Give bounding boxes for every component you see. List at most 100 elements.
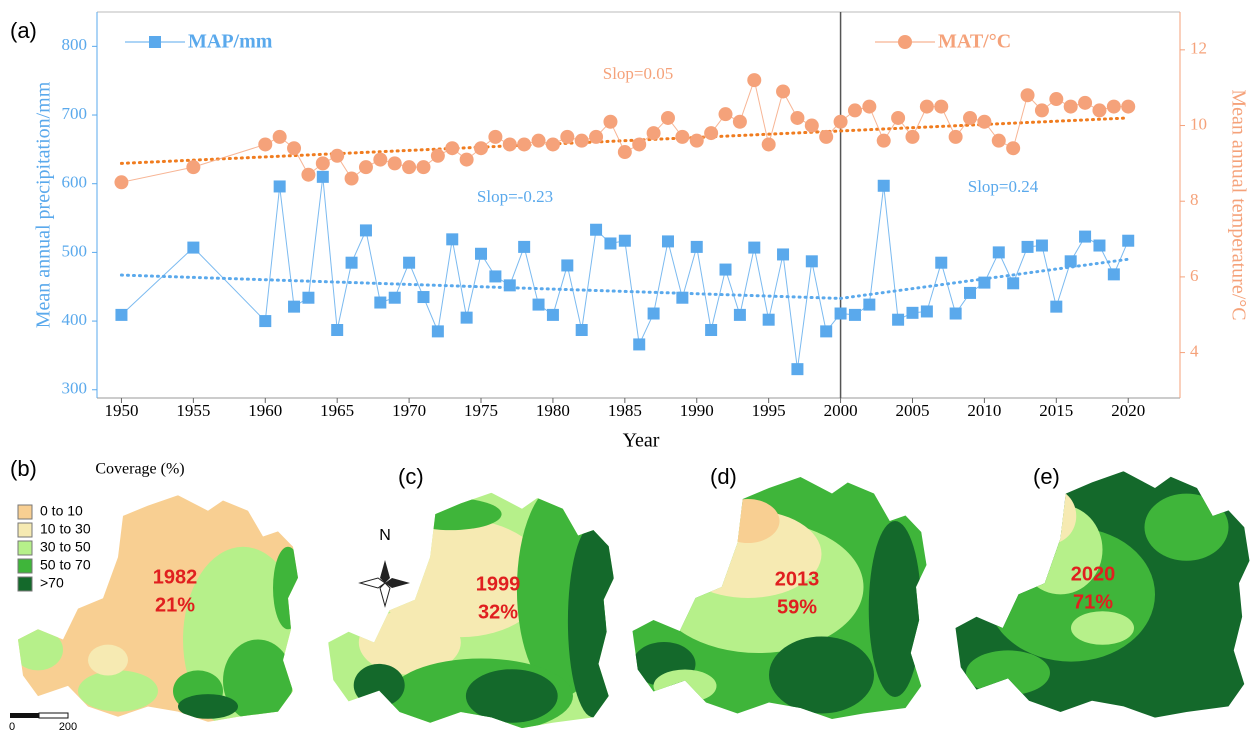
trend-line bbox=[121, 275, 840, 298]
marker-square bbox=[561, 259, 573, 271]
marker-square bbox=[346, 257, 358, 269]
map-year: 2020 bbox=[1071, 563, 1116, 585]
series-line bbox=[121, 80, 1128, 182]
map-region bbox=[88, 645, 128, 676]
scale-label: 0 bbox=[9, 721, 15, 732]
map-year: 1999 bbox=[476, 573, 521, 595]
marker-square bbox=[906, 307, 918, 319]
map-region bbox=[273, 547, 303, 629]
marker-square bbox=[302, 292, 314, 304]
marker-square bbox=[691, 241, 703, 253]
legend-marker bbox=[898, 35, 912, 49]
map-year: 2013 bbox=[775, 568, 820, 590]
marker-square bbox=[964, 287, 976, 299]
map-region bbox=[354, 664, 405, 707]
marker-square bbox=[863, 299, 875, 311]
map-region bbox=[13, 629, 63, 670]
marker-square bbox=[921, 305, 933, 317]
scale-label: 200 bbox=[59, 721, 77, 732]
legend-label: 10 to 30 bbox=[40, 521, 91, 537]
legend-label: 50 to 70 bbox=[40, 557, 91, 573]
marker-square bbox=[288, 301, 300, 313]
legend-swatch bbox=[18, 559, 32, 573]
marker-circle bbox=[589, 130, 603, 144]
marker-circle bbox=[733, 115, 747, 129]
marker-circle bbox=[963, 111, 977, 125]
legend-swatch bbox=[18, 523, 32, 537]
marker-circle bbox=[431, 149, 445, 163]
marker-square bbox=[274, 180, 286, 192]
marker-circle bbox=[258, 137, 272, 151]
marker-square bbox=[892, 314, 904, 326]
marker-square bbox=[878, 180, 890, 192]
x-tick-label: 2020 bbox=[1111, 401, 1145, 420]
marker-square bbox=[820, 325, 832, 337]
marker-square bbox=[993, 246, 1005, 258]
marker-circle bbox=[675, 130, 689, 144]
marker-square bbox=[504, 279, 516, 291]
x-tick-label: 1980 bbox=[536, 401, 570, 420]
x-tick-label: 2015 bbox=[1039, 401, 1073, 420]
marker-circle bbox=[992, 134, 1006, 148]
x-tick-label: 1970 bbox=[392, 401, 426, 420]
map-year: 1982 bbox=[153, 566, 198, 588]
marker-circle bbox=[977, 115, 991, 129]
marker-square bbox=[576, 324, 588, 336]
marker-square bbox=[676, 292, 688, 304]
x-tick-label: 2010 bbox=[967, 401, 1001, 420]
marker-circle bbox=[316, 156, 330, 170]
marker-square bbox=[360, 224, 372, 236]
marker-square bbox=[403, 257, 415, 269]
map-region bbox=[1145, 494, 1229, 561]
y-axis-label: Mean annual precipitation/mm bbox=[33, 81, 55, 328]
marker-circle bbox=[704, 126, 718, 140]
x-tick-label: 2005 bbox=[895, 401, 929, 420]
marker-square bbox=[748, 242, 760, 254]
marker-square bbox=[777, 248, 789, 260]
marker-circle bbox=[546, 137, 560, 151]
marker-square bbox=[389, 292, 401, 304]
marker-circle bbox=[934, 100, 948, 114]
panel-label: (d) bbox=[710, 464, 737, 489]
marker-square bbox=[950, 308, 962, 320]
marker-circle bbox=[920, 100, 934, 114]
legend-marker bbox=[149, 36, 161, 48]
marker-circle bbox=[647, 126, 661, 140]
page: (a)1950195519601965197019751980198519901… bbox=[0, 0, 1250, 732]
figure: (a)1950195519601965197019751980198519901… bbox=[0, 0, 1250, 732]
marker-square bbox=[374, 297, 386, 309]
marker-square bbox=[1007, 277, 1019, 289]
legend-title: Coverage (%) bbox=[95, 461, 184, 478]
slope-annotation: Slop=0.24 bbox=[968, 177, 1039, 196]
y2-tick-label: 6 bbox=[1190, 266, 1199, 285]
x-axis-label: Year bbox=[623, 430, 660, 452]
marker-circle bbox=[1078, 96, 1092, 110]
marker-square bbox=[518, 241, 530, 253]
map bbox=[318, 482, 624, 732]
map-region bbox=[400, 498, 502, 530]
y2-tick-label: 12 bbox=[1190, 39, 1207, 58]
marker-circle bbox=[1121, 100, 1135, 114]
marker-square bbox=[1050, 301, 1062, 313]
marker-square bbox=[720, 264, 732, 276]
map-clip bbox=[318, 482, 624, 732]
x-tick-label: 1985 bbox=[608, 401, 642, 420]
scale-bar bbox=[10, 713, 68, 718]
y2-tick-label: 8 bbox=[1190, 190, 1199, 209]
marker-square bbox=[835, 308, 847, 320]
map-region bbox=[466, 669, 558, 723]
marker-circle bbox=[532, 134, 546, 148]
marker-square bbox=[590, 224, 602, 236]
y2-tick-label: 4 bbox=[1190, 341, 1199, 360]
marker-circle bbox=[632, 137, 646, 151]
map-coverage: 21% bbox=[155, 594, 195, 616]
marker-circle bbox=[762, 137, 776, 151]
slope-annotation: Slop=-0.23 bbox=[477, 187, 553, 206]
marker-circle bbox=[1006, 141, 1020, 155]
map-coverage: 59% bbox=[777, 596, 817, 618]
marker-circle bbox=[388, 156, 402, 170]
map-region bbox=[717, 499, 780, 543]
x-tick-label: 1950 bbox=[104, 401, 138, 420]
marker-square bbox=[461, 312, 473, 324]
legend-swatch bbox=[18, 577, 32, 591]
